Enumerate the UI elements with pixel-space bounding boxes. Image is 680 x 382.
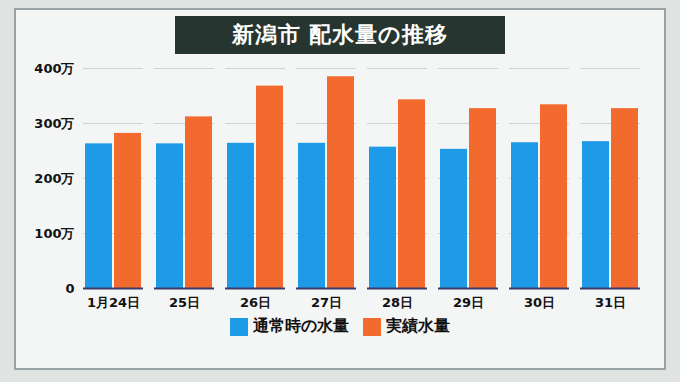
html-text:通常時の水量: 通常時の水量	[253, 316, 349, 335]
svg-text:29日: 29日	[453, 295, 484, 310]
svg-text:200万: 200万	[34, 171, 74, 186]
html-text:実績水量: 実績水量	[386, 316, 450, 335]
svg-text:0: 0	[65, 281, 74, 296]
svg-text:100万: 100万	[34, 226, 74, 241]
svg-text:1月24日: 1月24日	[87, 295, 140, 310]
svg-text:25日: 25日	[169, 295, 200, 310]
svg-text:31日: 31日	[595, 295, 626, 310]
svg-text:28日: 28日	[382, 295, 413, 310]
svg-text:27日: 27日	[311, 295, 342, 310]
svg-text:26日: 26日	[240, 295, 271, 310]
svg-text:300万: 300万	[34, 116, 74, 131]
svg-text:400万: 400万	[34, 61, 74, 76]
svg-text:30日: 30日	[524, 295, 555, 310]
html-text:新潟市 配水量の推移: 新潟市 配水量の推移	[231, 22, 449, 47]
